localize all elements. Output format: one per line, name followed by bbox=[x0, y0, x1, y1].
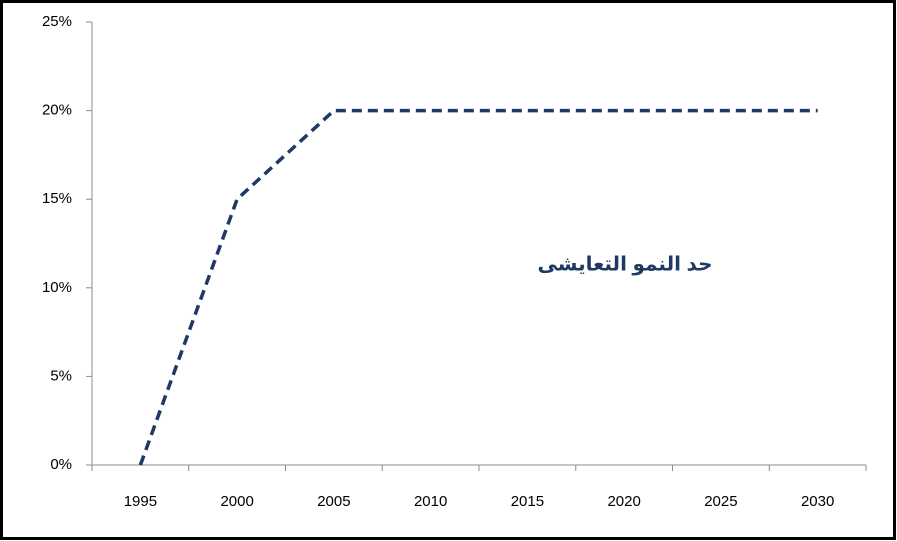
x-tick-label: 2030 bbox=[801, 493, 834, 510]
y-tick-label: 0% bbox=[50, 456, 72, 473]
x-tick-label: 1995 bbox=[124, 493, 157, 510]
y-tick-label: 5% bbox=[50, 367, 72, 384]
y-tick-label: 15% bbox=[42, 190, 72, 207]
x-tick-label: 2005 bbox=[317, 493, 350, 510]
x-tick-label: 2020 bbox=[607, 493, 640, 510]
y-tick-label: 20% bbox=[42, 102, 72, 119]
x-tick-label: 2010 bbox=[414, 493, 447, 510]
y-tick-label: 10% bbox=[42, 279, 72, 296]
annotation: حد النمو التعايشى bbox=[538, 253, 713, 275]
line-series bbox=[138, 108, 818, 466]
x-tick-label: 2015 bbox=[511, 493, 544, 510]
x-tick-label: 2000 bbox=[220, 493, 253, 510]
x-tick-label: 2025 bbox=[704, 493, 737, 510]
y-tick-label: 25% bbox=[42, 13, 72, 30]
